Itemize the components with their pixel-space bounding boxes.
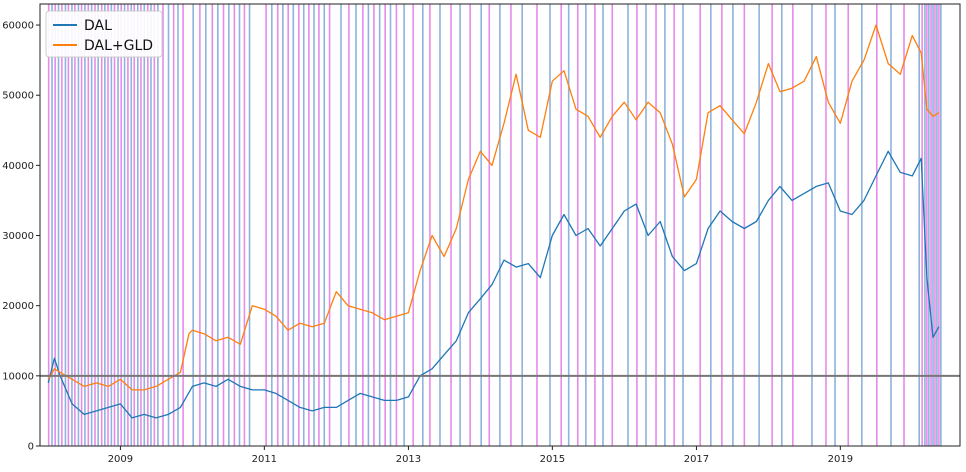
- x-tick-label: 2017: [684, 454, 709, 465]
- x-tick-label: 2015: [540, 454, 565, 465]
- event-marker-layer: [47, 4, 942, 446]
- y-tick-label: 20000: [2, 301, 34, 312]
- x-tick-label: 2019: [828, 454, 853, 465]
- y-tick-label: 0: [28, 442, 34, 453]
- x-axis: 2009 2011 2013 2015 2017 2019: [108, 446, 853, 465]
- y-tick-label: 10000: [2, 371, 34, 382]
- x-tick-label: 2011: [252, 454, 277, 465]
- legend: DAL DAL+GLD: [45, 10, 163, 58]
- series-layer: [47, 24, 940, 419]
- y-axis: 0 10000 20000 30000 40000 50000 60000: [2, 21, 40, 453]
- x-tick-label: 2013: [396, 454, 421, 465]
- series-line-dal: [47, 150, 940, 419]
- legend-label-dal-gld: DAL+GLD: [84, 38, 153, 54]
- series-line-dal-gld: [47, 24, 940, 391]
- plot-frame: [39, 3, 961, 447]
- y-tick-label: 40000: [2, 161, 34, 172]
- y-tick-label: 60000: [2, 21, 34, 32]
- x-tick-label: 2009: [108, 454, 133, 465]
- y-tick-label: 50000: [2, 91, 34, 102]
- legend-label-dal: DAL: [84, 18, 112, 34]
- y-tick-label: 30000: [2, 231, 34, 242]
